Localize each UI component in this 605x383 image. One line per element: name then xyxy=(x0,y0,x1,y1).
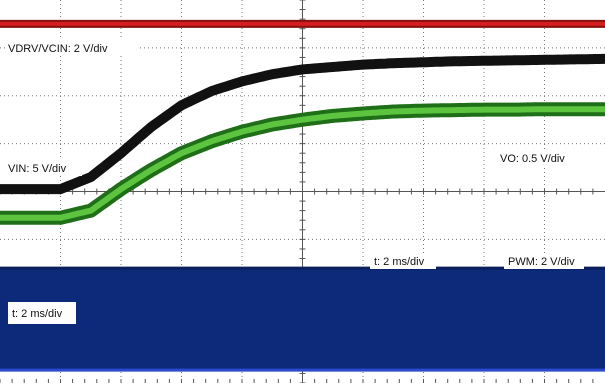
label-vo: VO: 0.5 V/div xyxy=(500,153,565,165)
pwm-box-background xyxy=(8,302,76,324)
series-pwm-band xyxy=(0,268,605,371)
label-vin: VIN: 5 V/div xyxy=(8,163,67,175)
label-vdrv: VDRV/VCIN: 2 V/div xyxy=(8,43,108,55)
label-pwm: PWM: 2 V/div xyxy=(508,256,575,268)
traces xyxy=(0,19,605,372)
label-timebase: t: 2 ms/div xyxy=(374,256,425,268)
series-vin-line xyxy=(0,53,605,195)
pwm-label-bg xyxy=(504,253,584,269)
label-timebase-box: t: 2 ms/div xyxy=(12,308,63,320)
series-vo-line xyxy=(0,106,605,221)
vo-label-bg xyxy=(498,150,584,166)
t-label-bg xyxy=(370,253,436,269)
vdrv-label-bg xyxy=(6,40,140,56)
vin-label-bg xyxy=(6,160,82,176)
